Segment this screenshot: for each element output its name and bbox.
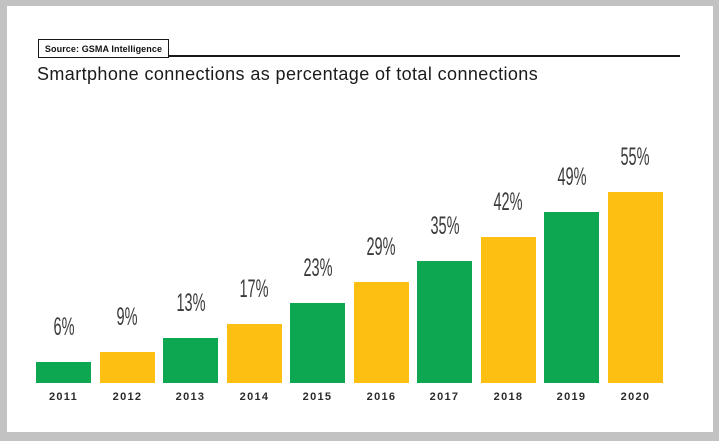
year-axis-label-2012: 2012: [112, 391, 143, 403]
year-axis-label-2013: 2013: [175, 391, 206, 403]
bar-2014: [227, 324, 282, 383]
year-axis-label-2016: 2016: [366, 391, 397, 403]
source-rule-line: [38, 55, 680, 57]
year-axis-label-2020: 2020: [620, 391, 651, 403]
bar-value-label-2013: 13%: [175, 289, 206, 317]
year-axis-label-2014: 2014: [239, 391, 270, 403]
source-badge: Source: GSMA Intelligence: [38, 39, 169, 58]
bar-2016: [354, 282, 409, 383]
bar-2017: [417, 261, 472, 383]
bar-2018: [481, 237, 536, 383]
year-axis-label-2018: 2018: [493, 391, 524, 403]
bar-value-label-2015: 23%: [302, 254, 333, 282]
year-axis-label-2011: 2011: [48, 391, 79, 403]
bar-value-label-2018: 42%: [493, 188, 523, 216]
document-page: Source: GSMA Intelligence Smartphone con…: [7, 6, 713, 432]
bar-value-label-2017: 35%: [429, 212, 460, 240]
year-axis-label-2017: 2017: [429, 391, 460, 403]
bar-chart: 6% 2011 9% 2012 13% 2013 17% 2014 23% 2015 29% 2016…: [7, 6, 713, 432]
bar-value-label-2020: 55%: [620, 143, 650, 171]
bar-value-label-2016: 29%: [366, 233, 396, 261]
bar-2019: [544, 212, 599, 383]
bar-2013: [163, 338, 218, 383]
year-axis-label-2015: 2015: [302, 391, 333, 403]
bar-value-label-2014: 17%: [239, 275, 269, 303]
chart-title: Smartphone connections as percentage of …: [37, 64, 539, 84]
bar-2012: [100, 352, 155, 383]
source-badge-label: Source: GSMA Intelligence: [44, 43, 163, 54]
bar-2015: [290, 303, 345, 383]
bar-value-label-2012: 9%: [116, 303, 138, 331]
year-axis-label-2019: 2019: [556, 391, 587, 403]
bar-2011: [36, 362, 91, 383]
bar-2020: [608, 192, 663, 383]
bar-value-label-2019: 49%: [556, 163, 587, 191]
bar-value-label-2011: 6%: [53, 313, 74, 341]
